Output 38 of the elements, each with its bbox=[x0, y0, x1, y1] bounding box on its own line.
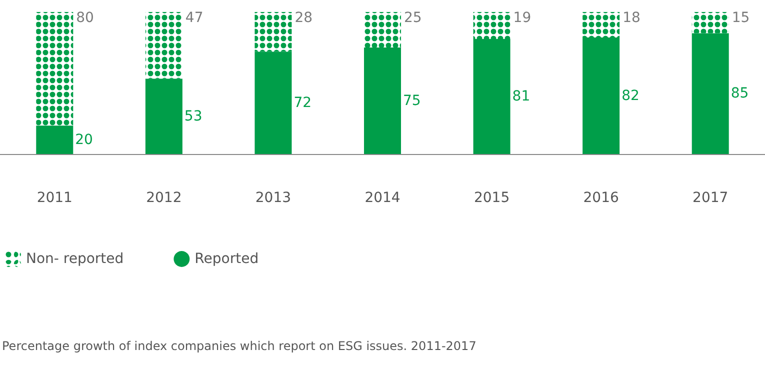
x-tick-label: 2016 bbox=[583, 190, 619, 206]
bar bbox=[473, 12, 510, 39]
x-tick-label: 2015 bbox=[474, 190, 510, 206]
legend-label: Reported bbox=[194, 251, 259, 267]
data-label: 53 bbox=[184, 108, 202, 124]
bar bbox=[145, 78, 182, 154]
data-label: 15 bbox=[732, 10, 750, 26]
data-label: 80 bbox=[76, 10, 94, 26]
x-tick-label: 2012 bbox=[146, 190, 182, 206]
data-label: 19 bbox=[513, 10, 532, 26]
x-tick-label: 2014 bbox=[364, 190, 400, 206]
bar bbox=[254, 52, 292, 154]
bar bbox=[364, 48, 401, 154]
bar bbox=[692, 33, 729, 154]
text: Percentage growth of index companies which report on ESG issues. 2011-2017 bbox=[2, 339, 476, 353]
bar bbox=[473, 38, 510, 154]
x-tick-label: 2017 bbox=[692, 190, 728, 206]
bar bbox=[254, 12, 292, 52]
data-label: 28 bbox=[294, 10, 313, 26]
data-label: 75 bbox=[403, 92, 421, 109]
data-label: 47 bbox=[185, 10, 204, 26]
data-label: 20 bbox=[75, 132, 93, 148]
data-label: 72 bbox=[294, 94, 312, 111]
bar bbox=[36, 12, 74, 126]
bar bbox=[582, 12, 620, 38]
bar bbox=[36, 126, 74, 154]
data-label: 18 bbox=[622, 10, 640, 26]
x-tick-label: 2011 bbox=[36, 190, 72, 206]
bar bbox=[692, 12, 729, 34]
data-label: 82 bbox=[622, 88, 640, 104]
data-label: 25 bbox=[404, 10, 422, 26]
data-label: 85 bbox=[730, 86, 749, 102]
x-tick-label: 2013 bbox=[255, 190, 292, 206]
bar bbox=[145, 12, 182, 79]
bar bbox=[364, 12, 401, 48]
legend-label: Non- reported bbox=[26, 251, 124, 267]
data-label: 81 bbox=[512, 88, 530, 104]
bar bbox=[582, 38, 620, 154]
